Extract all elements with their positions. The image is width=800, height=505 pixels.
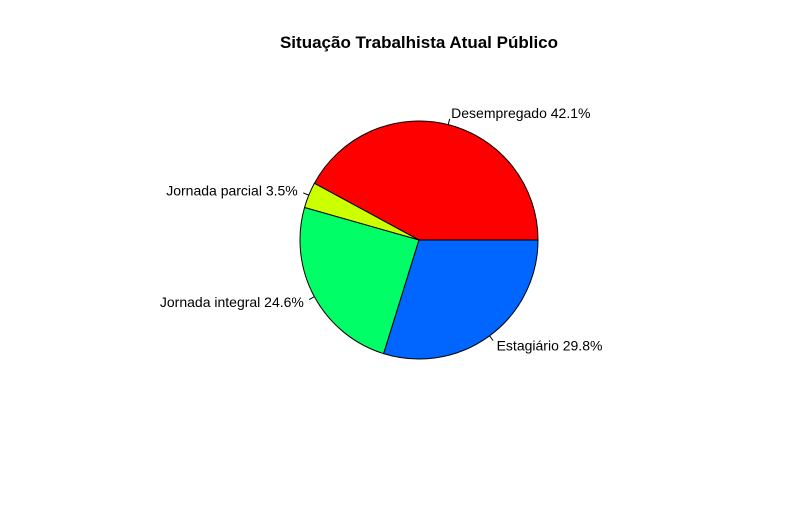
pie-slices [299,120,539,360]
pie-slice-label: Jornada integral 24.6% [160,294,304,310]
label-leader-line [308,296,315,300]
pie-slice [299,206,420,355]
pie-slice-label: Estagiário 29.8% [497,337,603,353]
pie-slice [383,239,539,360]
label-leader-line [303,192,309,196]
pie-labels: Desempregado 42.1% Jornada parcial 3.5% Jo… [160,105,603,353]
chart-title: Situação Trabalhista Atual Público [280,33,558,52]
pie-slice [313,120,539,241]
label-leader-line [489,335,494,341]
pie-slice-label: Desempregado 42.1% [451,105,590,121]
label-leader-line [447,118,451,125]
pie-slice-label: Jornada parcial 3.5% [166,183,298,199]
